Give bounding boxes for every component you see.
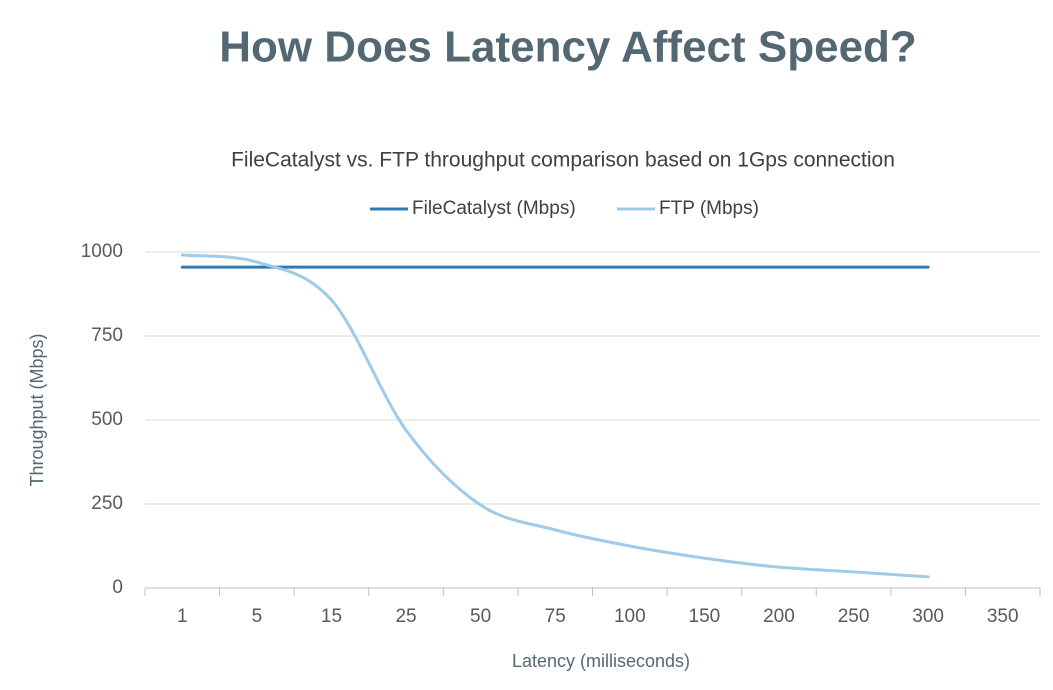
x-tick-label: 1	[177, 606, 188, 627]
x-tick-label: 15	[321, 606, 342, 627]
y-axis-title: Throughput (Mbps)	[27, 333, 47, 486]
x-tick-label: 150	[689, 606, 721, 627]
y-tick-label: 250	[91, 493, 123, 514]
x-tick-label: 75	[545, 606, 566, 627]
x-tick-label: 350	[987, 606, 1019, 627]
x-tick-label: 300	[912, 606, 944, 627]
y-tick-label: 750	[91, 325, 123, 346]
y-tick-label: 500	[91, 409, 123, 430]
series-line	[180, 253, 930, 579]
legend-label: FTP (Mbps)	[659, 198, 759, 219]
x-axis-title: Latency (milliseconds)	[512, 651, 690, 671]
x-tick-label: 200	[763, 606, 795, 627]
chart-title: How Does Latency Affect Speed?	[219, 23, 917, 72]
y-tick-label: 0	[112, 577, 123, 598]
x-tick-label: 25	[395, 606, 416, 627]
y-tick-label: 1000	[81, 241, 123, 262]
chart-subtitle: FileCatalyst vs. FTP throughput comparis…	[231, 149, 895, 172]
legend-label: FileCatalyst (Mbps)	[412, 198, 576, 219]
x-tick-label: 50	[470, 606, 491, 627]
x-tick-label: 100	[614, 606, 646, 627]
x-tick-label: 5	[252, 606, 263, 627]
x-tick-label: 250	[838, 606, 870, 627]
